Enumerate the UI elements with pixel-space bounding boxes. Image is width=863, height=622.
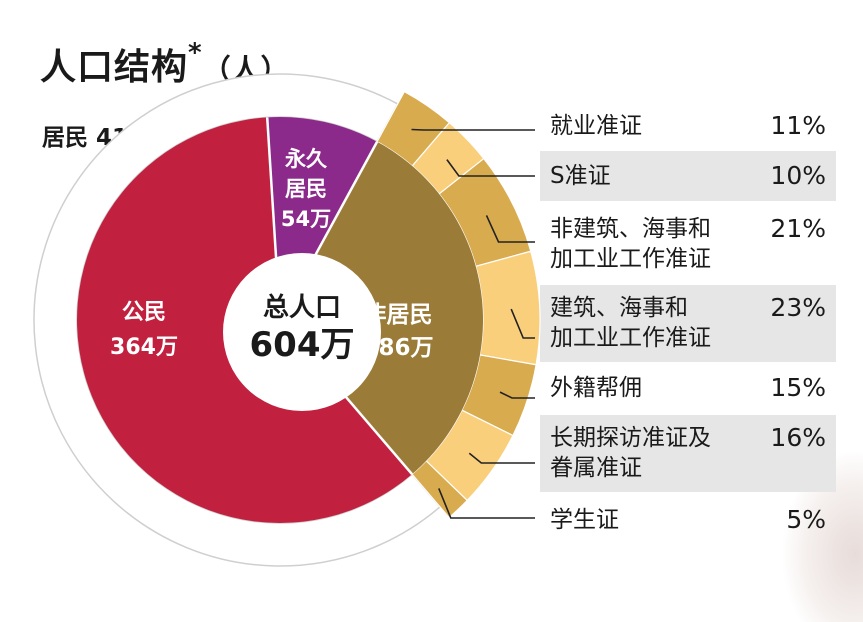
pr-value: 54万: [281, 207, 331, 231]
leader-line-5: [499, 391, 535, 399]
legend-pct-employment-pass: 11%: [770, 111, 826, 140]
legend-label-foreign-domestic-worker: 外籍帮佣: [550, 375, 642, 401]
legend-pct-construction-permit: 23%: [770, 293, 826, 322]
legend-label-long-term-visit-pass: 长期探访准证及 眷属准证: [550, 425, 711, 481]
legend-row-bg-s-pass: [540, 151, 836, 201]
pr-label-1: 永久: [284, 147, 327, 171]
legend-pct-long-term-visit-pass: 16%: [770, 423, 826, 452]
non-resident-value: 186万: [362, 335, 433, 361]
citizens-value: 364万: [110, 335, 178, 360]
legend-pct-student-pass: 5%: [786, 505, 826, 534]
legend-pct-s-pass: 10%: [770, 161, 826, 190]
leader-line-3: [485, 215, 535, 243]
leader-line-2: [446, 159, 535, 177]
center-hole: [223, 253, 381, 411]
pr-label-2: 居民: [285, 177, 327, 201]
chart-title-star: *: [188, 38, 203, 68]
legend-label-s-pass: S准证: [550, 163, 611, 189]
legend-label-non-construction-permit: 非建筑、海事和 加工业工作准证: [550, 216, 711, 272]
population-pie-chart: 总人口 604万 公民 364万 永久 居民 54万 非居民 186万: [33, 73, 541, 567]
non-resident-label: 非居民: [364, 302, 433, 328]
leader-line-4: [510, 308, 535, 339]
citizens-label: 公民: [122, 300, 166, 325]
legend-label-student-pass: 学生证: [550, 507, 619, 533]
legend-row-bg-construction: [540, 285, 836, 362]
center-total-value: 604万: [250, 325, 355, 365]
legend-row-bg-visit-pass: [540, 415, 836, 492]
legend-label-construction-permit: 建筑、海事和 加工业工作准证: [550, 295, 711, 351]
leader-line-7: [438, 488, 535, 519]
legend-pct-non-construction-permit: 21%: [770, 214, 826, 243]
legend-pct-foreign-domestic-worker: 15%: [770, 373, 826, 402]
leader-line-6: [468, 452, 535, 464]
legend-label-employment-pass: 就业准证: [550, 113, 642, 139]
center-total-label: 总人口: [263, 293, 341, 323]
chart-title: 人口结构*（人）: [40, 38, 290, 90]
slice-non-residents: [280, 141, 483, 475]
leader-lines: [411, 128, 535, 519]
leader-line-1: [411, 128, 535, 131]
non-resident-segment-4: [475, 250, 541, 366]
chart-title-main: 人口结构: [40, 47, 189, 88]
